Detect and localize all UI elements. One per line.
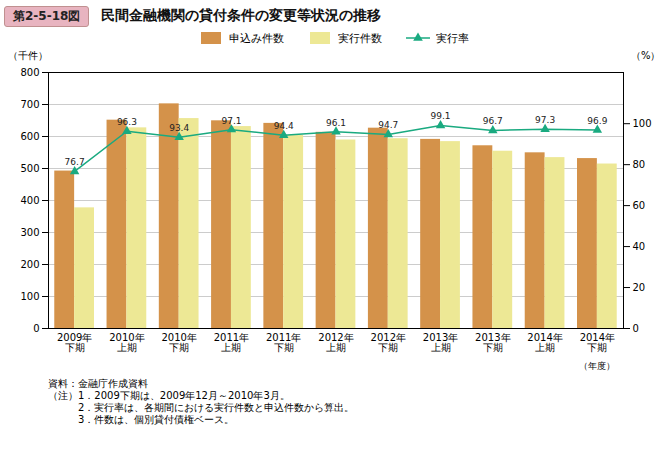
svg-text:2010年下期: 2010年下期 xyxy=(161,332,196,353)
svg-text:100: 100 xyxy=(633,118,652,129)
svg-text:2010年上期: 2010年上期 xyxy=(109,332,144,353)
svg-text:2012年上期: 2012年上期 xyxy=(318,332,353,353)
html-text:資料：金融庁作成資料 （注）1．2009下期は、2009年1: 資料：金融庁作成資料 （注）1．2009下期は、2009年12月～2010年3月… xyxy=(48,378,355,425)
html-text:実行件数: 実行件数 xyxy=(337,31,382,45)
svg-text:500: 500 xyxy=(20,163,39,174)
svg-text:（千件）: （千件） xyxy=(8,50,48,61)
svg-text:97.3: 97.3 xyxy=(535,115,555,125)
svg-text:2011年上期: 2011年上期 xyxy=(214,332,249,353)
svg-text:97.1: 97.1 xyxy=(221,116,241,126)
svg-text:2013年下期: 2013年下期 xyxy=(475,332,510,353)
svg-text:200: 200 xyxy=(20,259,39,270)
svg-text:0: 0 xyxy=(633,323,639,334)
svg-text:93.4: 93.4 xyxy=(169,123,189,133)
svg-text:600: 600 xyxy=(20,131,39,142)
html-text:民間金融機関の貸付条件の変更等状況の推移: 民間金融機関の貸付条件の変更等状況の推移 xyxy=(101,7,382,23)
svg-text:2013年上期: 2013年上期 xyxy=(423,332,458,353)
svg-text:2014年下期: 2014年下期 xyxy=(580,332,615,353)
svg-text:40: 40 xyxy=(633,241,646,252)
svg-text:20: 20 xyxy=(633,282,646,293)
svg-text:76.7: 76.7 xyxy=(65,157,85,167)
svg-text:700: 700 xyxy=(20,99,39,110)
svg-text:100: 100 xyxy=(20,291,39,302)
svg-text:96.3: 96.3 xyxy=(117,117,137,127)
svg-text:0: 0 xyxy=(33,323,39,334)
svg-text:96.7: 96.7 xyxy=(483,116,503,126)
html-text:第2-5-18図: 第2-5-18図 xyxy=(13,8,81,23)
svg-text:80: 80 xyxy=(633,159,646,170)
svg-text:（%）: （%） xyxy=(631,50,661,61)
svg-text:（年度）: （年度） xyxy=(579,361,615,371)
svg-text:2014年上期: 2014年上期 xyxy=(527,332,562,353)
html-text:実行率: 実行率 xyxy=(435,31,469,45)
svg-text:2011年下期: 2011年下期 xyxy=(266,332,301,353)
html-text:申込み件数: 申込み件数 xyxy=(228,31,284,45)
svg-text:800: 800 xyxy=(20,67,39,78)
svg-text:60: 60 xyxy=(633,200,646,211)
svg-text:99.1: 99.1 xyxy=(431,111,451,121)
svg-text:96.9: 96.9 xyxy=(587,116,607,126)
svg-text:400: 400 xyxy=(20,195,39,206)
svg-text:2012年下期: 2012年下期 xyxy=(371,332,406,353)
svg-text:2009年下期: 2009年下期 xyxy=(57,332,92,353)
svg-text:94.4: 94.4 xyxy=(274,121,294,131)
svg-text:94.7: 94.7 xyxy=(378,120,398,130)
svg-text:96.1: 96.1 xyxy=(326,118,346,128)
svg-text:300: 300 xyxy=(20,227,39,238)
